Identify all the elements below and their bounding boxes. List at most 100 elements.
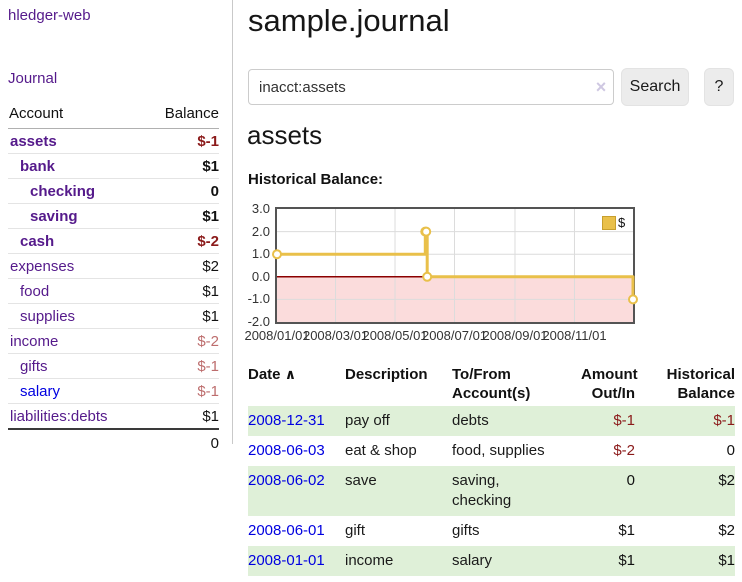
register-row: 2008-12-31 pay off debts $-1 $-1 [248,406,735,436]
page-title: sample.journal [248,3,450,38]
register-col-header-accounts: To/From Account(s) [452,366,531,402]
account-name-cell: liabilities:debts [8,404,144,430]
account-row: assets $-1 [8,128,219,154]
search-input[interactable] [248,69,614,105]
register-row: 2008-06-01 gift gifts $1 $2 [248,516,735,546]
account-balance: $-2 [143,328,219,354]
account-name-cell: salary [8,378,144,404]
register-accounts-cell: debts [452,412,489,429]
account-row: expenses $2 [8,253,219,279]
account-row: salary $-1 [8,378,219,404]
accounts-total-balance: 0 [143,428,219,456]
y-tick-label: 0.0 [251,268,270,284]
y-tick-label: 3.0 [251,201,270,216]
chart-title: Historical Balance: [248,171,384,188]
account-name-cell: income [8,328,144,354]
register-accounts-cell: food, supplies [452,442,545,459]
register-row: 2008-06-02 save saving, checking 0 $2 [248,466,735,516]
register-date-cell: 2008-06-02 [248,466,345,516]
account-balance: $1 [143,153,219,179]
register-accounts-cell: gifts [452,522,480,539]
register-date-cell: 2008-06-01 [248,516,345,546]
account-balance: $1 [202,407,219,425]
account-row: income $-2 [8,328,219,354]
account-name-cell: checking [8,178,144,204]
y-tick-label: 2.0 [251,223,270,239]
register-col-header-description: Description [345,366,428,383]
account-balance: $2 [143,253,219,279]
sidebar-account-link-liabilities-debts[interactable]: liabilities:debts [10,407,108,425]
register-accounts-cell: saving, checking [452,472,512,509]
accounts-total-spacer [8,428,144,456]
transaction-date-link[interactable]: 2008-06-03 [248,442,325,459]
register-description-cell: eat & shop [345,442,417,459]
account-balance: $1 [143,303,219,329]
account-balance: $1 [143,203,219,229]
x-tick-label: 2008/05/01 [362,328,428,343]
register-amount-cell: $-1 [613,412,635,429]
account-row: gifts $-1 [8,353,219,379]
register-col-header-amount: Amount Out/In [581,366,638,402]
sidebar-account-link-salary[interactable]: salary [20,382,61,400]
sidebar-account-link-cash[interactable]: cash [20,232,55,250]
sort-ascending-icon: ∧ [284,366,297,382]
search-button[interactable]: Search [621,68,689,106]
sidebar-account-link-expenses[interactable]: expenses [10,257,75,275]
register-amount-cell: $1 [618,522,635,539]
account-balance: $1 [143,278,219,304]
help-button[interactable]: ? [704,68,734,106]
account-row: bank $1 [8,153,219,179]
register-col-header-balance: Historical Balance [666,366,735,402]
account-balance: $-2 [143,228,219,254]
chart-legend: $ [602,215,625,230]
sidebar-account-link-gifts[interactable]: gifts [20,357,48,375]
x-tick-label: 2008/09/01 [482,328,548,343]
y-tick-label: -2.0 [247,314,270,329]
sidebar-account-link-income[interactable]: income [10,332,59,350]
account-balance: 0 [143,178,219,204]
register-row: 2008-01-01 income salary $1 $1 [248,546,735,576]
chart-x-axis: 2008/01/01 2008/03/01 2008/05/01 2008/07/01… [244,328,633,346]
transaction-date-link[interactable]: 2008-12-31 [248,412,325,429]
account-balance: $-1 [143,128,219,154]
transaction-date-link[interactable]: 2008-06-01 [248,522,325,539]
account-name-cell: bank [8,153,144,179]
transaction-date-link[interactable]: 2008-06-02 [248,472,325,489]
register-balance-cell: 0 [726,442,735,459]
sidebar: hledger-web Journal Account Balance asse… [0,0,233,456]
accounts-col-header-balance: Balance [143,102,219,129]
sidebar-account-link-checking[interactable]: checking [30,182,96,200]
clear-search-icon[interactable]: × [595,77,607,97]
register-balance-cell: $2 [718,522,735,539]
register-description-cell: pay off [345,412,390,429]
register-date-cell: 2008-12-31 [248,406,345,436]
account-row: supplies $1 [8,303,219,329]
register-description-cell: save [345,472,377,489]
register-amount-cell: 0 [626,472,635,489]
account-heading: assets [247,120,323,150]
legend-swatch-icon [602,215,616,230]
account-name-cell: cash [8,228,144,254]
register-col-header-date[interactable]: Date ∧ [248,362,345,406]
sidebar-account-link-bank[interactable]: bank [20,157,56,175]
sidebar-item-journal[interactable]: Journal [8,70,58,87]
transaction-date-link[interactable]: 2008-01-01 [248,552,325,569]
register-description-cell: gift [345,522,366,539]
accounts-col-header-account: Account [8,102,144,129]
account-name-cell: expenses [8,253,144,279]
register-amount-cell: $1 [618,552,635,569]
register-table: Date ∧ Description To/From Account(s) Am… [248,362,735,576]
legend-label: $ [618,215,626,230]
sidebar-account-link-food[interactable]: food [20,282,50,300]
app-title-link[interactable]: hledger-web [8,7,91,24]
account-name-cell: gifts [8,353,144,379]
account-row: checking 0 [8,178,219,204]
sidebar-account-link-assets[interactable]: assets [10,132,57,150]
sidebar-account-link-saving[interactable]: saving [30,207,78,225]
register-date-cell: 2008-06-03 [248,436,345,466]
sidebar-account-link-supplies[interactable]: supplies [20,307,76,325]
account-row: cash $-2 [8,228,219,254]
date-header-label: Date [248,366,281,383]
x-tick-label: 2008/01/01 [244,328,310,343]
account-row: liabilities:debts $1 [8,404,219,430]
